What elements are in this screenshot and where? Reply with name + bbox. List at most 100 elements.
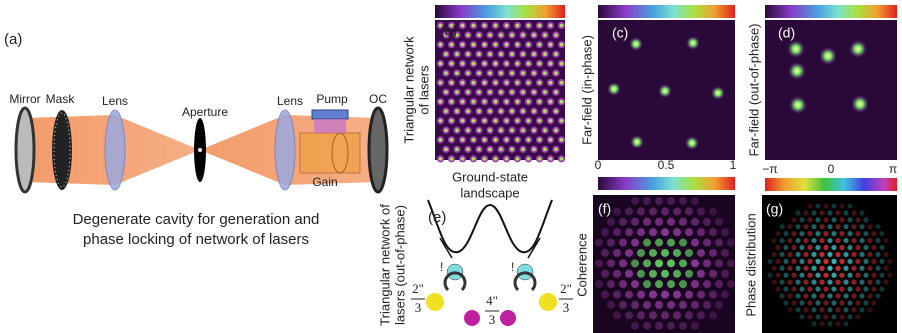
phase-spot [815, 203, 820, 208]
coherence-spot [607, 280, 615, 288]
phase-spot [767, 273, 772, 278]
laser-spot [532, 148, 536, 152]
colorbar-tick: 0.5 [658, 158, 675, 172]
coherence-spot [691, 280, 699, 288]
coherence-spot [667, 218, 675, 226]
coherence-spot [703, 301, 711, 309]
laser-spot [477, 33, 481, 37]
phase-spot [879, 231, 884, 236]
phase-spot [879, 245, 884, 250]
coherence-spot [643, 301, 651, 309]
laser-spot [549, 138, 553, 142]
phase-spot [811, 238, 816, 243]
coherence-spot [661, 311, 669, 319]
coherence-spot [595, 239, 603, 247]
coherence-spot [661, 228, 669, 236]
laser-spot [466, 71, 470, 75]
coherence-spot [643, 197, 651, 205]
phase-spot [819, 252, 824, 257]
phase-spot [843, 293, 848, 298]
far-field-spot [789, 96, 807, 114]
phase-spot [791, 245, 796, 250]
phase-spot [835, 307, 840, 312]
phase-spot [839, 314, 844, 319]
coherence-spot [637, 228, 645, 236]
phase-spot [871, 259, 876, 264]
phase-spot [871, 231, 876, 236]
coherence-spot [613, 311, 621, 319]
phase-spot [795, 266, 800, 271]
phase-spot [827, 266, 832, 271]
phase-spot [855, 217, 860, 222]
coherence-spot [601, 228, 609, 236]
coherence-spot [691, 197, 699, 205]
phase-spot [827, 238, 832, 243]
coherence-spot [679, 197, 687, 205]
phase-spot [879, 273, 884, 278]
phase-spot [851, 307, 856, 312]
coherence-spot [631, 322, 639, 330]
colorbar [765, 178, 897, 191]
phase-spot [827, 252, 832, 257]
phase-spot [847, 231, 852, 236]
phase-spot [787, 266, 792, 271]
phase-spot [799, 273, 804, 278]
phase-spot [843, 224, 848, 229]
phase-spot [867, 280, 872, 285]
coherence-spot [667, 259, 675, 267]
coherence-spot [679, 239, 687, 247]
phase-spot [835, 266, 840, 271]
laser-spot [439, 157, 443, 161]
laser-spot [549, 43, 553, 47]
laser-spot [494, 24, 498, 28]
laser-spot [461, 100, 465, 104]
laser-spot [499, 128, 503, 132]
coherence-spot [601, 270, 609, 278]
phase-spot [827, 307, 832, 312]
side-title: Coherence [574, 233, 589, 297]
coherence-spot [721, 228, 729, 236]
phase-spot [823, 231, 828, 236]
coherence-spot [691, 218, 699, 226]
coherence-spot [697, 291, 705, 299]
phase-spot [859, 266, 864, 271]
laser-spot [505, 62, 509, 66]
coherence-spot [637, 270, 645, 278]
laser-spot [549, 24, 553, 28]
phase-spot [879, 259, 884, 264]
phase-spot [803, 210, 808, 215]
far-field-spot [849, 40, 867, 58]
laser-spot [444, 90, 448, 94]
phase-spot [859, 238, 864, 243]
phase-spot [791, 300, 796, 305]
coherence-spot [667, 197, 675, 205]
coherence-spot [661, 270, 669, 278]
coherence-spot [685, 207, 693, 215]
phase-spot [803, 238, 808, 243]
phase-spot [819, 238, 824, 243]
coherence-spot [685, 311, 693, 319]
phase-spot [819, 280, 824, 285]
panel-label: (a) [4, 31, 22, 48]
coherence-spot [685, 228, 693, 236]
phase-spot [839, 231, 844, 236]
phase-spot [831, 273, 836, 278]
laser-spot [538, 100, 542, 104]
caption: Degenerate cavity for generation and [73, 211, 320, 228]
laser-spot [527, 81, 531, 85]
coherence-spot [631, 301, 639, 309]
caption: phase locking of network of lasers [83, 231, 309, 248]
coherence-spot [619, 239, 627, 247]
laser-spot [450, 62, 454, 66]
phase-spot [847, 286, 852, 291]
coherence-spot [643, 280, 651, 288]
laser-spot [554, 33, 558, 37]
coherence-spot [703, 259, 711, 267]
laser-spot [466, 148, 470, 152]
phase-spot [811, 210, 816, 215]
phase-spot [819, 266, 824, 271]
laser-spot [560, 138, 564, 142]
laser-spot [516, 100, 520, 104]
fraction-num: 4" [486, 293, 498, 308]
phase-spot [779, 266, 784, 271]
